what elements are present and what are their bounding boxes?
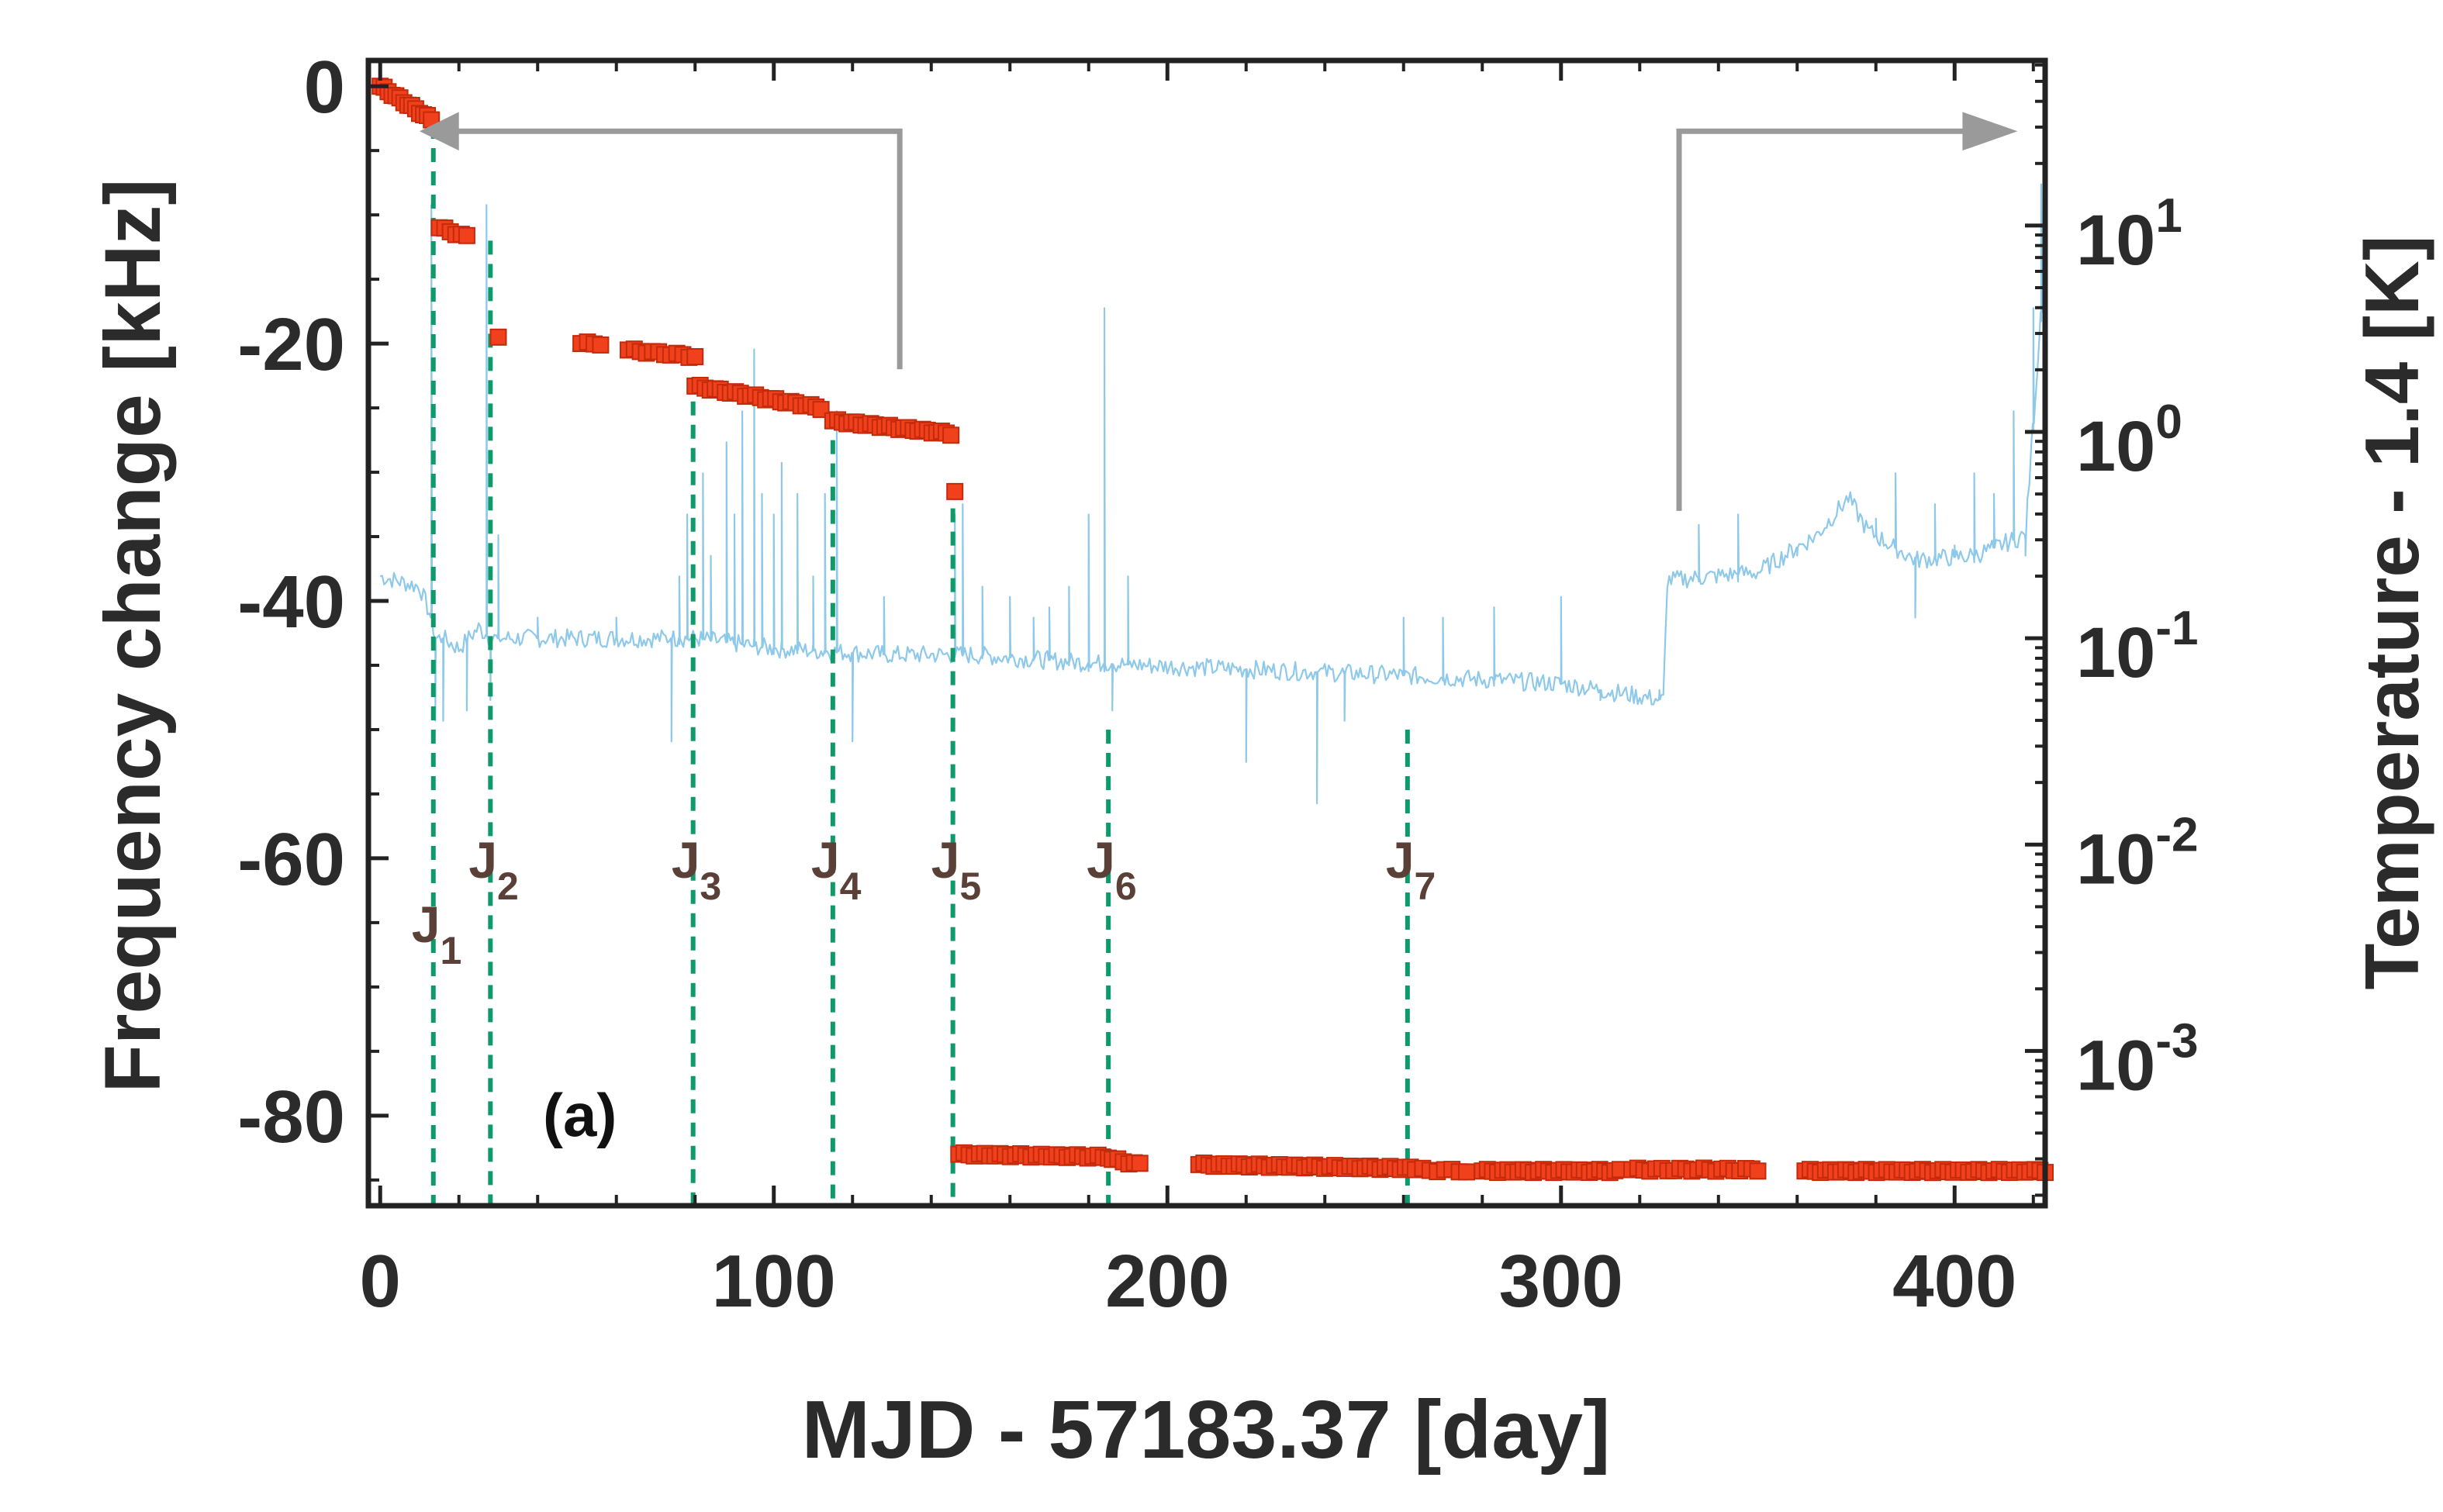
temperature-line: [379, 183, 2045, 805]
x-tick-label-2: 200: [1105, 1240, 1229, 1323]
tick-labels: 0 100 200 300 400 0 -20 -40 -60 -80 101 100 10-1 10-2…: [237, 46, 2198, 1323]
frequency-point-20: [489, 328, 507, 346]
frequency-point-125: [1131, 1155, 1149, 1172]
frequency-point-89: [946, 482, 964, 500]
tick-marks: [368, 60, 2045, 1206]
frequency-point-36: [686, 348, 704, 365]
plot-frame: [365, 57, 2048, 1209]
y-left-tick-label-2: -40: [237, 561, 345, 644]
x-tick-label-3: 300: [1499, 1240, 1623, 1323]
right-axis-arrow-line: [1676, 128, 1967, 511]
jump-label-1: J1: [412, 896, 462, 972]
y-right-tick-label-2: 10-1: [2076, 602, 2198, 692]
axes-frame: [365, 57, 2048, 1209]
jump-label-6: J6: [1087, 831, 1137, 908]
x-axis-title: MJD - 57183.37 [day]: [802, 1384, 1611, 1476]
x-tick-label-1: 100: [712, 1240, 836, 1323]
y-left-tick-label-0: 0: [304, 46, 345, 129]
frequency-point-177: [1458, 1163, 1475, 1181]
frequency-point-19: [458, 226, 475, 244]
y-right-tick-label-1: 100: [2076, 395, 2182, 486]
left-arrowhead-icon: [419, 112, 459, 151]
frequency-series: [371, 78, 2054, 1182]
y-left-tick-label-1: -20: [237, 303, 345, 386]
axis-indicator-arrows: [419, 112, 2018, 511]
x-tick-label-0: 0: [360, 1240, 401, 1323]
panel-label: (a): [543, 1081, 617, 1149]
x-tick-label-4: 400: [1892, 1240, 2016, 1323]
temperature-series: [379, 183, 2045, 805]
jump-label-2: J2: [468, 831, 519, 908]
jump-label-4: J4: [811, 831, 862, 908]
y-axis-right-title: Temperature - 1.4 [K]: [2349, 236, 2434, 990]
y-right-tick-label-4: 10-3: [2076, 1014, 2198, 1105]
right-arrowhead-icon: [1962, 112, 2018, 151]
left-axis-arrow-line: [447, 128, 903, 370]
frequency-point-227: [1749, 1162, 1767, 1180]
jump-label-3: J3: [672, 831, 722, 908]
y-left-tick-label-3: -60: [237, 818, 345, 901]
jump-label-5: J5: [931, 831, 982, 908]
jump-label-7: J7: [1386, 831, 1436, 908]
y-left-tick-label-4: -80: [237, 1075, 345, 1158]
y-right-tick-label-3: 10-2: [2076, 808, 2198, 899]
frequency-point-24: [592, 336, 610, 354]
y-right-tick-label-0: 101: [2076, 189, 2182, 280]
frequency-point-88: [942, 426, 960, 444]
y-axis-left-title: Frequency change [kHz]: [88, 179, 177, 1093]
